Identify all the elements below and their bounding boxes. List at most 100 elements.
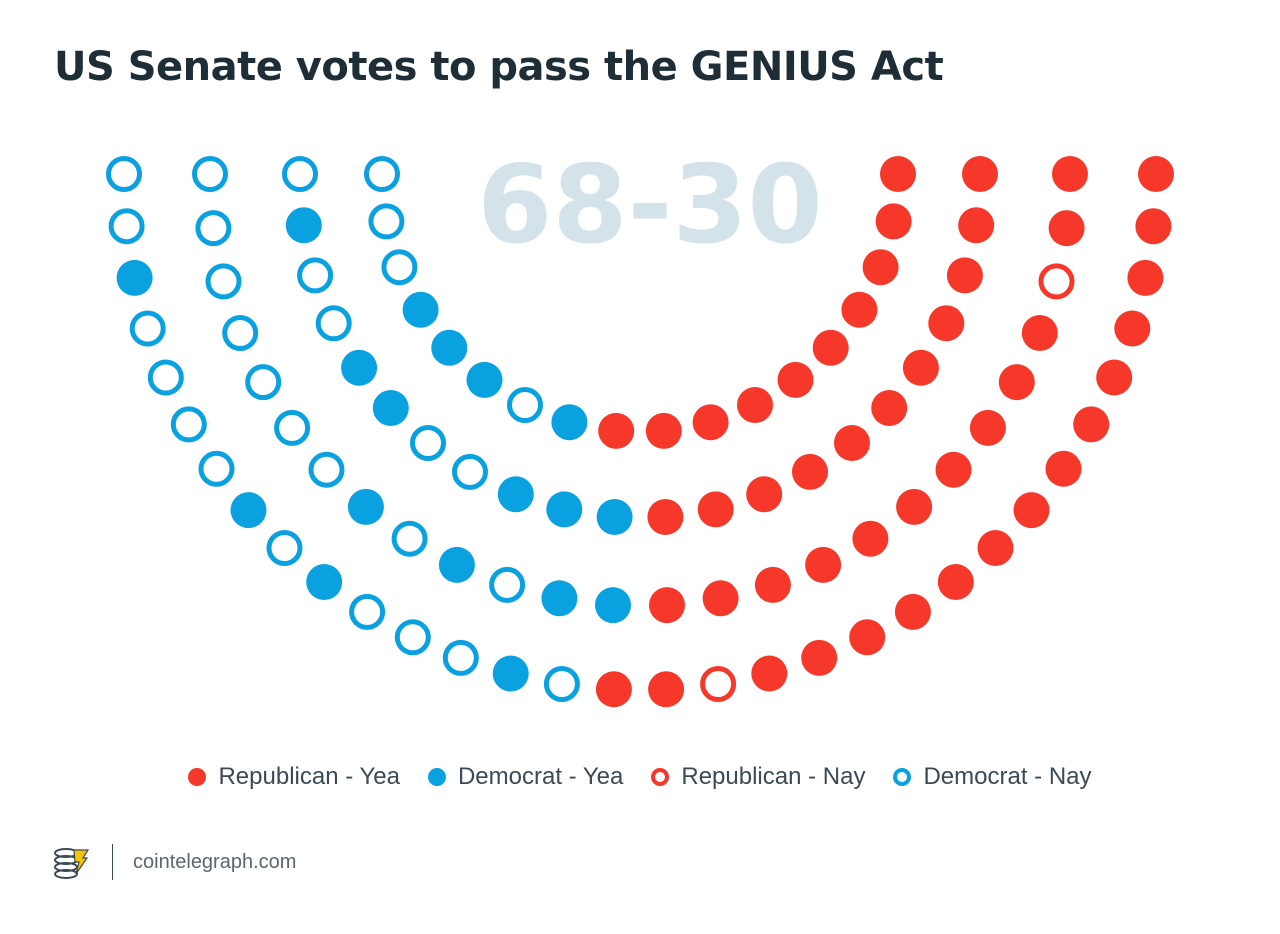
seat-d-nay (381, 249, 418, 286)
seat-r-yea (928, 305, 965, 342)
seat-r-yea (875, 203, 912, 240)
seat-d-nay (205, 263, 242, 300)
seat-d-nay (368, 203, 405, 240)
seat-d-yea (347, 488, 384, 525)
legend-item-republican-yea: Republican - Yea (188, 763, 400, 791)
legend: Republican - Yea Democrat - Yea Republic… (0, 763, 1280, 791)
seat-d-yea (431, 329, 468, 366)
seat-d-yea (595, 587, 631, 624)
seat-d-nay (192, 156, 228, 192)
seat-d-nay (147, 359, 184, 396)
seat-d-yea (466, 361, 503, 398)
seat-d-nay (308, 451, 345, 488)
seat-d-nay (315, 305, 352, 342)
seat-r-yea (998, 364, 1035, 401)
vote-total-label: 68-30 (477, 143, 822, 268)
seat-d-nay (543, 666, 580, 702)
seat-d-nay (442, 639, 479, 676)
seat-r-yea (1073, 406, 1110, 443)
seat-d-yea (306, 564, 343, 600)
seat-r-yea (935, 451, 972, 488)
seat-r-yea (977, 530, 1014, 566)
seat-d-yea (492, 655, 529, 692)
cointelegraph-logo-icon (54, 848, 90, 879)
seat-r-yea (649, 587, 685, 624)
seat-r-yea (1052, 156, 1088, 192)
seat-r-yea (871, 390, 908, 426)
seat-r-yea (1096, 359, 1133, 396)
legend-item-democrat-yea: Democrat - Yea (427, 763, 624, 791)
seat-r-yea (1127, 259, 1164, 296)
seat-r-yea (697, 491, 734, 528)
seat-r-yea (958, 207, 995, 244)
seat-d-nay (297, 257, 334, 294)
seat-d-nay (274, 409, 311, 446)
seat-r-yea (751, 655, 788, 692)
seat-r-yea (896, 488, 933, 525)
seat-r-yea (647, 499, 684, 535)
footer: cointelegraph.com (52, 844, 296, 880)
seat-d-nay (394, 619, 431, 656)
seat-d-yea (402, 291, 439, 328)
legend-label: Democrat - Yea (457, 763, 624, 790)
seat-r-yea (862, 249, 899, 286)
seat-r-yea (754, 566, 791, 603)
seat-d-nay (222, 315, 259, 351)
seats-group (106, 156, 1174, 708)
footer-site: cointelegraph.com (133, 850, 297, 873)
seat-r-yea (702, 580, 739, 617)
seat-r-yea (1135, 208, 1172, 245)
seat-r-yea (598, 412, 635, 449)
seat-d-nay (489, 566, 526, 603)
seat-r-yea (962, 156, 998, 192)
seat-r-yea (834, 425, 870, 461)
seat-r-yea (746, 476, 783, 513)
legend-label: Republican - Nay (681, 763, 866, 790)
seat-d-nay (282, 156, 318, 192)
seat-d-yea (285, 207, 322, 244)
legend-label: Democrat - Nay (923, 763, 1092, 790)
seat-d-yea (341, 349, 378, 386)
seat-r-yea (1045, 450, 1082, 487)
democrat-yea-swatch (427, 768, 446, 786)
seat-r-yea (805, 546, 842, 583)
seat-r-yea (946, 257, 983, 294)
seat-r-yea (1013, 492, 1050, 529)
seat-d-nay (245, 364, 282, 401)
legend-item-democrat-nay: Democrat - Nay (893, 763, 1092, 791)
seat-d-nay (266, 530, 303, 566)
seat-d-yea (551, 404, 588, 441)
legend-item-republican-nay: Republican - Nay (651, 763, 865, 791)
seat-d-nay (507, 387, 543, 423)
seat-r-yea (969, 409, 1006, 446)
seat-d-yea (438, 546, 475, 583)
seat-r-yea (737, 387, 773, 423)
seat-d-nay (108, 208, 145, 245)
seat-d-nay (195, 210, 232, 247)
seat-d-yea (546, 491, 583, 528)
republican-nay-swatch (651, 768, 670, 786)
seat-d-nay (410, 425, 446, 461)
seat-r-yea (801, 639, 838, 676)
seat-d-nay (106, 156, 142, 192)
chart-title: US Senate votes to pass the GENIUS Act (54, 44, 944, 90)
seat-d-yea (116, 259, 153, 296)
seat-d-nay (391, 520, 428, 557)
seat-r-yea (841, 291, 878, 328)
seat-d-nay (349, 593, 386, 630)
republican-yea-swatch (188, 768, 207, 786)
seat-d-nay (452, 453, 488, 490)
seat-r-yea (692, 404, 729, 441)
seat-r-nay (1038, 263, 1075, 300)
seat-r-yea (894, 593, 931, 630)
democrat-nay-swatch (893, 768, 912, 786)
seat-d-yea (596, 499, 633, 535)
seat-d-nay (198, 450, 235, 487)
seat-r-yea (1021, 315, 1058, 351)
seat-r-yea (648, 671, 685, 708)
seat-r-yea (937, 564, 974, 600)
seat-r-yea (1138, 156, 1174, 192)
seat-d-yea (372, 390, 409, 426)
seat-r-yea (902, 349, 939, 386)
